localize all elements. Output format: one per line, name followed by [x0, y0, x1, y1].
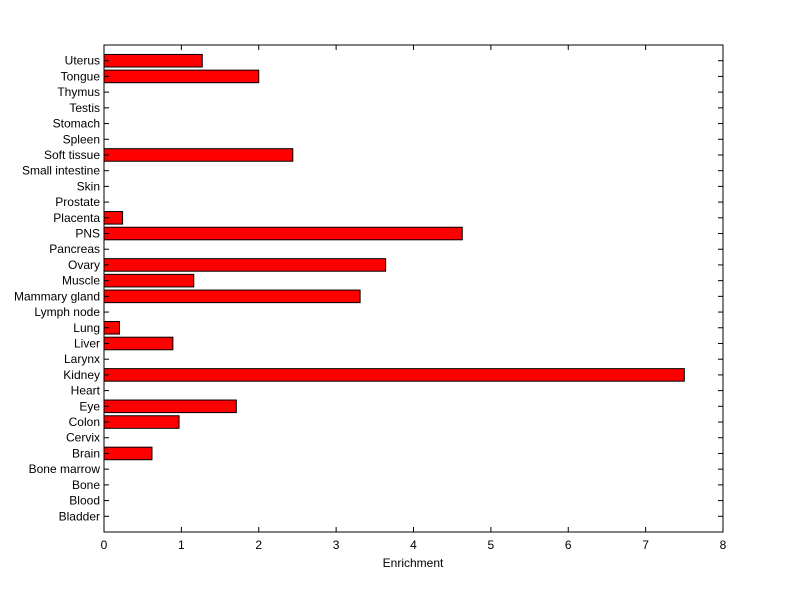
bar-soft-tissue [103, 148, 294, 162]
y-tick-label: Placenta [53, 211, 100, 225]
x-axis-label: Enrichment [383, 556, 444, 570]
y-tick-label: Bone [72, 478, 100, 492]
x-tick-label: 6 [565, 538, 572, 552]
y-tick-label: Colon [69, 415, 100, 429]
y-tick-label: Liver [74, 336, 100, 350]
y-tick-label: Eye [79, 399, 100, 413]
x-tick-label: 3 [333, 538, 340, 552]
y-tick-label: Bone marrow [29, 462, 101, 476]
y-tick-label: Ovary [68, 258, 100, 272]
bar-liver [103, 336, 174, 351]
y-tick-label: Mammary gland [14, 289, 100, 303]
y-tick-label: Heart [71, 384, 101, 398]
y-tick-label: Larynx [64, 352, 100, 366]
x-tick-label: 1 [178, 538, 185, 552]
x-tick-label: 2 [255, 538, 262, 552]
y-tick-label: Skin [77, 179, 100, 193]
y-tick-label: Thymus [57, 85, 100, 99]
y-tick-label: PNS [75, 227, 100, 241]
x-tick-label: 7 [642, 538, 649, 552]
y-tick-label: Lung [73, 321, 100, 335]
y-tick-label: Kidney [63, 368, 100, 382]
x-tick-label: 4 [410, 538, 417, 552]
x-tick-label: 5 [488, 538, 495, 552]
x-ticks-group: 0 1 2 3 4 5 6 7 8 [101, 45, 727, 552]
bars-group [103, 53, 685, 461]
bar-colon [103, 415, 180, 429]
y-tick-label: Cervix [66, 431, 100, 445]
y-tick-label: Testis [69, 101, 100, 115]
y-tick-label: Muscle [62, 274, 100, 288]
bar-ovary [103, 258, 387, 272]
bar-tongue [103, 69, 260, 84]
axes-frame [103, 44, 724, 533]
bar-pns [103, 226, 463, 241]
y-tick-label: Spleen [63, 132, 100, 146]
bar-muscle [103, 273, 195, 288]
y-tick-label: Lymph node [34, 305, 100, 319]
y-tick-label: Prostate [55, 195, 100, 209]
bar-eye [103, 399, 237, 414]
y-tick-label: Soft tissue [44, 148, 100, 162]
x-tick-label: 0 [101, 538, 108, 552]
x-tick-label: 8 [720, 538, 727, 552]
bar-kidney [103, 368, 685, 382]
y-tick-label: Small intestine [22, 164, 100, 178]
y-tick-label: Brain [72, 446, 100, 460]
y-tick-label: Blood [69, 494, 100, 508]
y-tick-label: Stomach [53, 117, 100, 131]
y-tick-label: Tongue [61, 69, 101, 83]
y-tick-label: Pancreas [49, 242, 100, 256]
bar-brain [103, 446, 153, 461]
bar-mammary-gland [103, 289, 361, 304]
y-tick-label: Uterus [65, 54, 100, 68]
y-tick-label: Bladder [59, 509, 100, 523]
bar-uterus [103, 53, 203, 68]
